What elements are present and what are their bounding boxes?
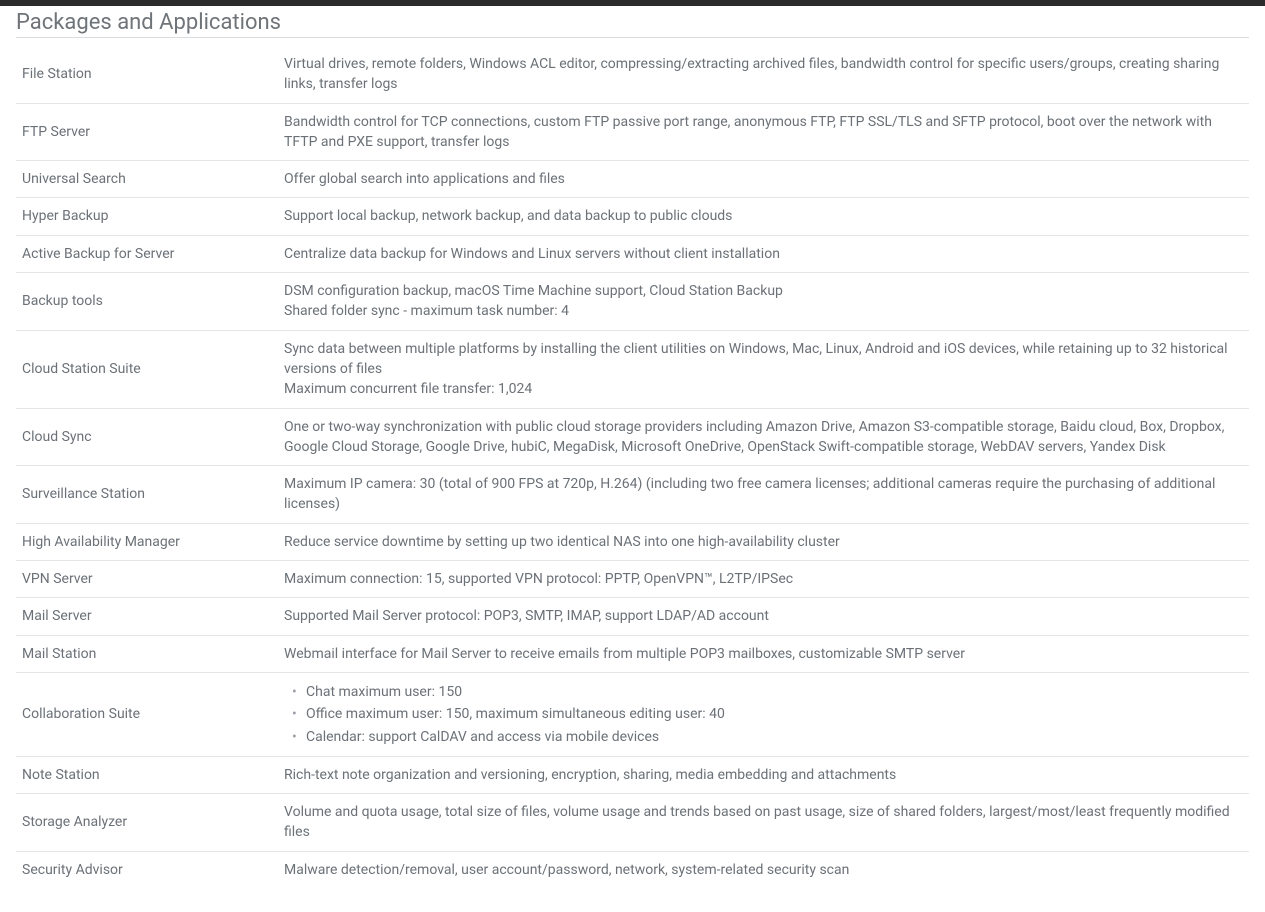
spec-label: Active Backup for Server (16, 235, 278, 272)
spec-value: Malware detection/removal, user account/… (278, 851, 1249, 888)
spec-label: Mail Server (16, 598, 278, 635)
spec-bullet-item: Calendar: support CalDAV and access via … (306, 726, 1243, 748)
table-row: Hyper BackupSupport local backup, networ… (16, 198, 1249, 235)
spec-multiline: DSM configuration backup, macOS Time Mac… (284, 281, 1243, 322)
spec-line: Maximum concurrent file transfer: 1,024 (284, 379, 1243, 399)
spec-label: Universal Search (16, 161, 278, 198)
spec-value: Maximum connection: 15, supported VPN pr… (278, 561, 1249, 598)
spec-label: Security Advisor (16, 851, 278, 888)
table-row: Storage AnalyzerVolume and quota usage, … (16, 794, 1249, 852)
spec-label: Note Station (16, 756, 278, 793)
table-row: High Availability ManagerReduce service … (16, 523, 1249, 560)
table-row: FTP ServerBandwidth control for TCP conn… (16, 103, 1249, 161)
spec-label: Collaboration Suite (16, 672, 278, 756)
spec-label: VPN Server (16, 561, 278, 598)
spec-label: Cloud Station Suite (16, 330, 278, 408)
spec-value: One or two-way synchronization with publ… (278, 408, 1249, 466)
spec-value: Chat maximum user: 150Office maximum use… (278, 672, 1249, 756)
page-content: Packages and Applications File StationVi… (0, 10, 1265, 912)
table-row: Universal SearchOffer global search into… (16, 161, 1249, 198)
spec-line: Shared folder sync - maximum task number… (284, 301, 1243, 321)
spec-bullet-list: Chat maximum user: 150Office maximum use… (284, 681, 1243, 748)
spec-label: FTP Server (16, 103, 278, 161)
spec-value: Sync data between multiple platforms by … (278, 330, 1249, 408)
table-row: Collaboration SuiteChat maximum user: 15… (16, 672, 1249, 756)
table-row: VPN ServerMaximum connection: 15, suppor… (16, 561, 1249, 598)
spec-value: Bandwidth control for TCP connections, c… (278, 103, 1249, 161)
spec-value: Supported Mail Server protocol: POP3, SM… (278, 598, 1249, 635)
spec-bullet-item: Chat maximum user: 150 (306, 681, 1243, 703)
spec-label: Cloud Sync (16, 408, 278, 466)
window-topbar (0, 0, 1265, 6)
spec-multiline: Sync data between multiple platforms by … (284, 339, 1243, 400)
table-row: Mail StationWebmail interface for Mail S… (16, 635, 1249, 672)
spec-value: Support local backup, network backup, an… (278, 198, 1249, 235)
spec-label: File Station (16, 46, 278, 103)
spec-value: Rich-text note organization and versioni… (278, 756, 1249, 793)
table-row: Surveillance StationMaximum IP camera: 3… (16, 466, 1249, 524)
table-row: Cloud SyncOne or two-way synchronization… (16, 408, 1249, 466)
spec-label: Storage Analyzer (16, 794, 278, 852)
table-row: Cloud Station SuiteSync data between mul… (16, 330, 1249, 408)
table-row: Note StationRich-text note organization … (16, 756, 1249, 793)
spec-label: High Availability Manager (16, 523, 278, 560)
spec-bullet-item: Office maximum user: 150, maximum simult… (306, 703, 1243, 725)
table-row: Backup tools DSM configuration backup, ma… (16, 273, 1249, 331)
table-row: File StationVirtual drives, remote folde… (16, 46, 1249, 103)
spec-label: Backup tools (16, 273, 278, 331)
spec-value: Volume and quota usage, total size of fi… (278, 794, 1249, 852)
spec-value: Webmail interface for Mail Server to rec… (278, 635, 1249, 672)
spec-line: DSM configuration backup, macOS Time Mac… (284, 281, 1243, 301)
spec-value: Reduce service downtime by setting up tw… (278, 523, 1249, 560)
table-row: Security AdvisorMalware detection/remova… (16, 851, 1249, 888)
spec-line: Sync data between multiple platforms by … (284, 339, 1243, 380)
spec-value: Virtual drives, remote folders, Windows … (278, 46, 1249, 103)
spec-label: Mail Station (16, 635, 278, 672)
table-row: Active Backup for ServerCentralize data … (16, 235, 1249, 272)
spec-value: Maximum IP camera: 30 (total of 900 FPS … (278, 466, 1249, 524)
spec-table: File StationVirtual drives, remote folde… (16, 46, 1249, 888)
section-title: Packages and Applications (16, 10, 1249, 38)
spec-label: Hyper Backup (16, 198, 278, 235)
spec-value: Offer global search into applications an… (278, 161, 1249, 198)
spec-label: Surveillance Station (16, 466, 278, 524)
table-row: Mail ServerSupported Mail Server protoco… (16, 598, 1249, 635)
spec-value: Centralize data backup for Windows and L… (278, 235, 1249, 272)
spec-value: DSM configuration backup, macOS Time Mac… (278, 273, 1249, 331)
